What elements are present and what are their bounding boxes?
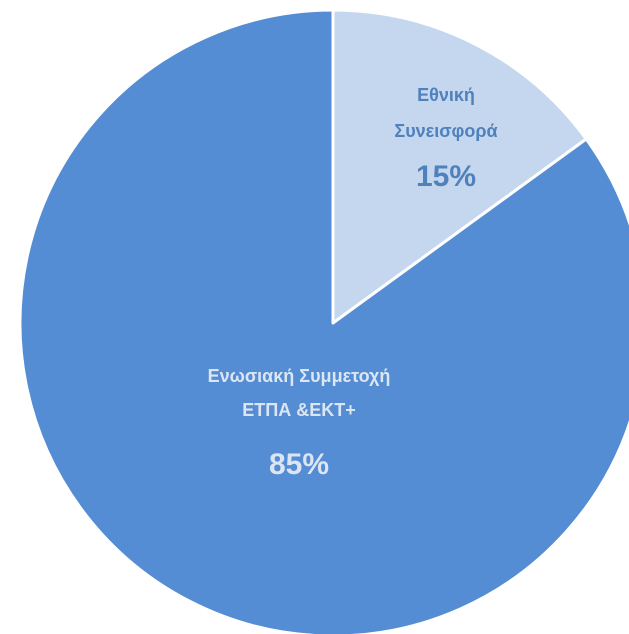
slice-value-label: 85% [269, 448, 329, 481]
pie-slices [18, 8, 629, 634]
slice-label-line: Εθνική [417, 85, 475, 105]
pie-label-union: Ενωσιακή Συμμετοχή ΕΤΠΑ &ΕΚΤ+ 85% [208, 366, 391, 481]
slice-value-label: 15% [416, 160, 476, 193]
pie-slice-national [331, 8, 588, 325]
slice-label-line: Συνεισφορά [394, 121, 497, 141]
pie-label-national: Εθνική Συνεισφορά 15% [394, 85, 497, 193]
slice-label-line: Ενωσιακή Συμμετοχή [208, 366, 391, 386]
pie-labels: Εθνική Συνεισφορά 15% Ενωσιακή Συμμετοχή ΕΤΠ… [208, 85, 498, 481]
pie-slice-union [18, 8, 629, 634]
slice-label-line: ΕΤΠΑ &ΕΚΤ+ [242, 400, 356, 420]
